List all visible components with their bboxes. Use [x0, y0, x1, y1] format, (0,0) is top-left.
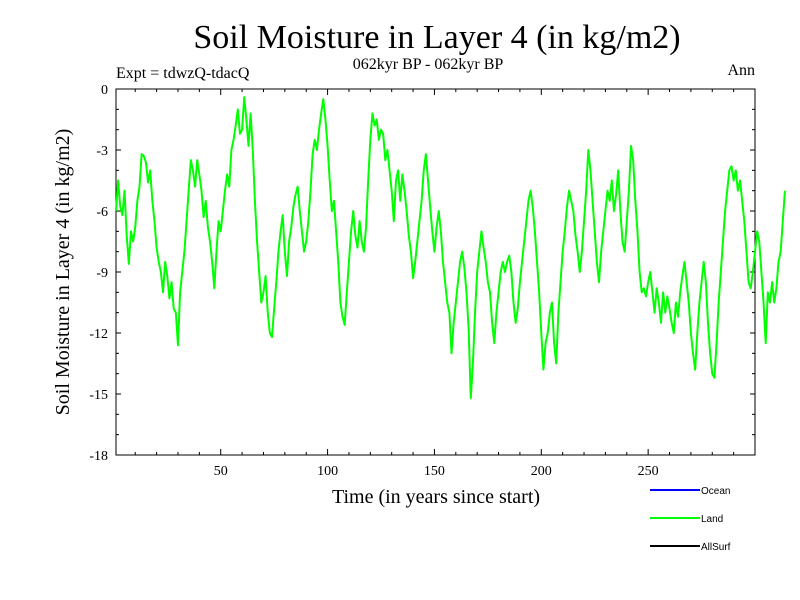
x-tick-label: 150	[424, 464, 445, 479]
y-tick-label: -15	[89, 388, 108, 403]
experiment-label: Expt = tdwzQ-tdacQ	[116, 65, 250, 82]
legend-label-allsurf: AllSurf	[701, 542, 731, 553]
legend-label-land: Land	[701, 514, 723, 525]
y-tick-label: -18	[89, 449, 108, 464]
y-tick-label: -9	[96, 266, 108, 281]
y-tick-label: 0	[101, 83, 108, 98]
y-axis: 0 -3 -6 -9 -12 -15 -18	[89, 83, 755, 464]
period-label: Ann	[727, 62, 755, 79]
x-tick-label: 100	[317, 464, 338, 479]
y-tick-label: -6	[96, 205, 108, 220]
plot-frame	[115, 88, 756, 456]
series-line-land	[115, 96, 786, 400]
x-tick-label: 200	[531, 464, 552, 479]
y-axis-label: Soil Moisture in Layer 4 (in kg/m2)	[52, 129, 74, 416]
y-tick-label: -12	[89, 327, 108, 342]
x-tick-label: 50	[214, 464, 228, 479]
x-axis: 50 100 150 200 250	[134, 89, 735, 479]
chart-subtitle: 062kyr BP - 062kyr BP	[353, 56, 504, 73]
x-axis-label: Time (in years since start)	[332, 486, 540, 508]
legend: Ocean Land AllSurf	[650, 486, 731, 553]
x-tick-label: 250	[638, 464, 659, 479]
y-tick-label: -3	[96, 144, 108, 159]
legend-label-ocean: Ocean	[701, 486, 730, 497]
chart-title: Soil Moisture in Layer 4 (in kg/m2)	[193, 19, 680, 56]
